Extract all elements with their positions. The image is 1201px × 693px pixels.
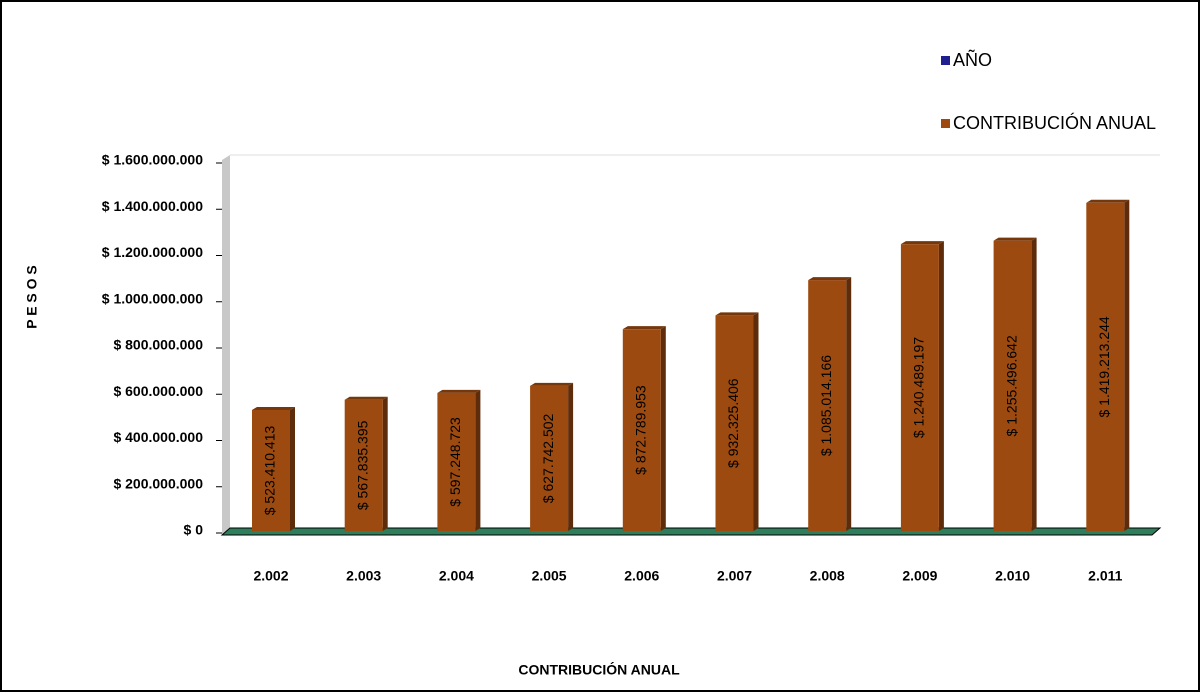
bar-side [568,382,574,531]
x-tick-label: 2.004 [439,568,474,584]
y-tick-label: $ 1.400.000.000 [102,198,203,214]
y-tick-label: $ 600.000.000 [113,383,203,399]
x-tick-label: 2.003 [346,568,381,584]
x-axis-title: CONTRIBUCIÓN ANUAL [518,661,680,678]
value-label: $ 1.419.213.244 [1096,316,1112,417]
bar-side [475,389,481,531]
x-tick-label: 2.005 [532,568,567,584]
bar-side [1031,237,1037,532]
value-label: $ 627.742.502 [540,413,556,503]
bar-top [530,382,574,386]
value-label: $ 1.255.496.642 [1003,335,1019,436]
bar-side [290,406,295,531]
legend-swatch [941,56,950,65]
bar [715,315,754,531]
value-label: $ 567.835.395 [354,420,370,510]
value-label: $ 523.410.413 [262,426,278,516]
y-tick-label: $ 0 [184,522,204,538]
legend-swatch [941,119,950,128]
y-tick-label: $ 800.000.000 [113,337,203,353]
y-tick-label: $ 1.600.000.000 [102,152,203,168]
x-tick-label: 2.009 [902,568,937,584]
value-label: $ 597.248.723 [447,417,463,507]
bar-top [900,241,944,245]
bar-top [252,406,295,410]
x-tick-label: 2.006 [624,568,659,584]
bar [252,409,290,531]
y-tick-label: $ 200.000.000 [113,475,203,491]
bar [1086,202,1125,531]
bar [437,392,476,531]
x-tick-label: 2.002 [253,568,288,584]
y-tick-label: $ 1.200.000.000 [102,244,203,260]
bar-side [753,312,759,531]
bar-top [622,326,666,330]
bar-top [993,237,1037,241]
y-tick-label: $ 1.000.000.000 [102,290,203,306]
value-label: $ 1.085.014.166 [818,355,834,456]
x-tick-label: 2.007 [717,568,752,584]
bar-side [938,241,944,531]
bar-side [1124,199,1130,531]
y-tick-label: $ 400.000.000 [113,429,203,445]
y-axis-title: P E S O S [24,265,40,329]
bar-top [1086,199,1130,203]
bar-top [808,277,852,281]
x-tick-label: 2.010 [995,568,1030,584]
bar [344,399,383,531]
bar-top [715,312,759,316]
bar [622,329,661,531]
legend-label: AÑO [953,49,992,70]
value-label: $ 932.325.406 [725,378,741,468]
bar-top [437,389,481,393]
bar-side [382,396,388,531]
value-label: $ 1.240.489.197 [911,337,927,438]
side-wall [222,155,230,535]
bar-side [660,326,666,531]
value-label: $ 872.789.953 [633,385,649,475]
bar [808,280,847,531]
legend-label: CONTRIBUCIÓN ANUAL [953,112,1156,133]
x-tick-label: 2.008 [810,568,845,584]
x-tick-label: 2.011 [1088,568,1122,584]
bar [993,240,1032,532]
bar [900,244,939,531]
bar [530,385,569,531]
bar-top [344,396,388,400]
bar-side [846,277,852,531]
